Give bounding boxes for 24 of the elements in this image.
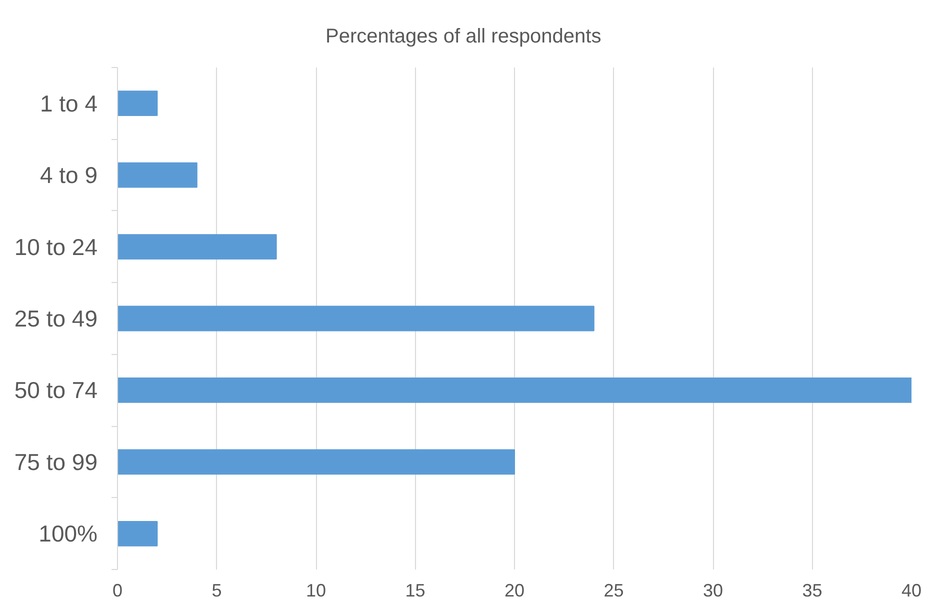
x-tick-label: 10 (306, 580, 326, 600)
y-tick-label: 100% (38, 520, 98, 547)
y-tick-label: 10 to 24 (14, 234, 98, 260)
x-tick-label: 20 (504, 580, 525, 600)
y-tick-label: 4 to 9 (40, 162, 98, 188)
bar (118, 306, 594, 332)
x-tick-label: 40 (901, 580, 922, 600)
x-tick-label: 5 (212, 580, 222, 600)
x-tick-label: 0 (112, 580, 123, 600)
bar (118, 234, 277, 260)
x-tick-label: 30 (702, 580, 724, 600)
chart-title: Percentages of all respondents (326, 26, 602, 48)
x-tick-label: 15 (405, 580, 426, 600)
bar (118, 378, 912, 403)
y-tick-label: 75 to 99 (14, 448, 98, 475)
bar (118, 449, 515, 475)
x-tick-label: 25 (604, 580, 624, 600)
bar (118, 90, 158, 116)
y-tick-label: 50 to 74 (14, 377, 98, 404)
bar (118, 162, 198, 188)
y-tick-label: 1 to 4 (40, 90, 98, 116)
bar (118, 520, 158, 546)
x-tick-label: 35 (802, 580, 822, 600)
y-tick-label: 25 to 49 (14, 306, 98, 332)
